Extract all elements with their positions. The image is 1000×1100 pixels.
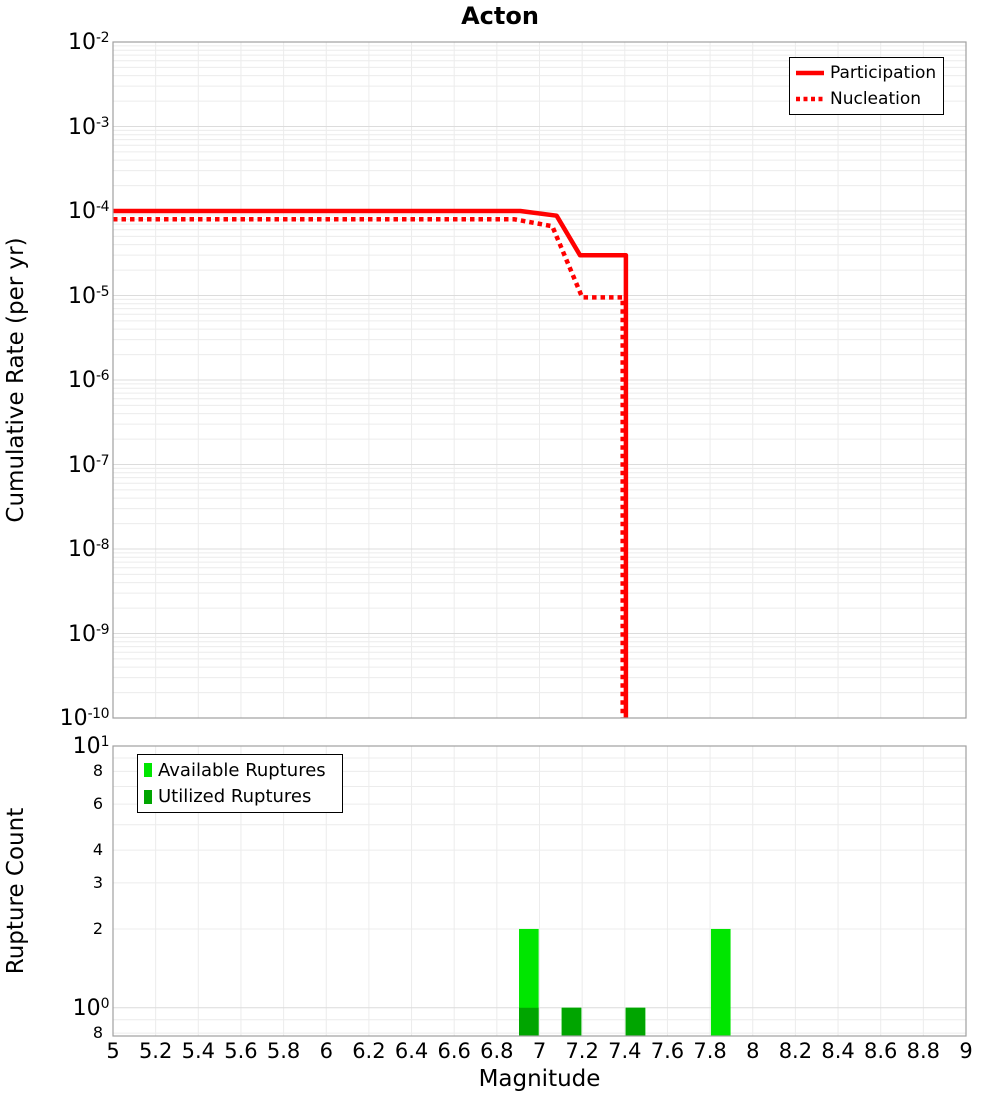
nucleation-line bbox=[113, 216, 625, 718]
bottom-y-tick-label: 100 bbox=[72, 995, 110, 1021]
utilized-ruptures-swatch bbox=[144, 789, 152, 804]
x-tick-label: 6.6 bbox=[437, 1039, 471, 1063]
top-y-axis-title: Cumulative Rate (per yr) bbox=[3, 237, 29, 523]
chart-title: Acton bbox=[461, 2, 539, 30]
top-y-tick-label: 10-8 bbox=[68, 537, 109, 562]
top-y-tick-label: 10-10 bbox=[59, 706, 110, 731]
top-panel-border bbox=[112, 41, 967, 719]
x-tick-label: 7 bbox=[532, 1039, 547, 1063]
legend-ruptures: Available Ruptures Utilized Ruptures bbox=[137, 754, 343, 813]
x-tick-label: 6.2 bbox=[352, 1039, 386, 1063]
participation-line bbox=[113, 208, 629, 718]
rupture-count-bars bbox=[519, 928, 731, 1036]
x-tick-label: 8.8 bbox=[906, 1039, 941, 1063]
x-tick-label: 7.8 bbox=[693, 1039, 727, 1063]
x-tick-label: 8.4 bbox=[821, 1039, 855, 1063]
x-tick-label: 7.2 bbox=[565, 1039, 599, 1063]
x-tick-label: 8.6 bbox=[863, 1039, 898, 1063]
top-y-tick-label: 10-4 bbox=[68, 199, 109, 224]
legend-row-available: Available Ruptures bbox=[143, 757, 337, 784]
bottom-y-tick-label: 101 bbox=[72, 734, 110, 759]
legend-row-nucleation: Nucleation bbox=[795, 86, 938, 112]
legend-row-utilized: Utilized Ruptures bbox=[143, 784, 337, 811]
utilized-ruptures-bar bbox=[519, 1007, 539, 1036]
top-y-tick-label: 10-2 bbox=[68, 30, 109, 55]
bottom-y-axis-title: Rupture Count bbox=[3, 807, 29, 975]
legend-label-participation: Participation bbox=[830, 63, 937, 83]
x-tick-label: 6.8 bbox=[480, 1039, 514, 1063]
utilized-ruptures-bar bbox=[561, 1007, 582, 1036]
top-y-tick-label: 10-5 bbox=[68, 283, 109, 309]
x-tick-label: 8 bbox=[746, 1039, 760, 1063]
bottom-y-tick-label: 8 bbox=[92, 1023, 103, 1043]
legend-label-nucleation: Nucleation bbox=[830, 89, 922, 109]
available-ruptures-bar bbox=[710, 928, 731, 1036]
x-tick-label: 6 bbox=[319, 1039, 333, 1063]
legend-row-participation: Participation bbox=[795, 60, 938, 86]
bottom-y-tick-label: 4 bbox=[92, 840, 103, 860]
x-tick-label: 7.4 bbox=[608, 1039, 642, 1063]
bottom-panel-vertical-gridlines bbox=[155, 746, 924, 1036]
bottom-y-tick-label: 6 bbox=[92, 794, 103, 814]
bottom-panel-border bbox=[112, 745, 967, 1037]
x-tick-label: 6.4 bbox=[394, 1039, 429, 1063]
nucleation-line-swatch bbox=[796, 96, 824, 102]
x-tick-label: 7.6 bbox=[650, 1039, 685, 1063]
legend-label-utilized: Utilized Ruptures bbox=[158, 786, 312, 808]
legend-rate: Participation Nucleation bbox=[789, 57, 944, 115]
x-tick-label: 5.8 bbox=[266, 1039, 301, 1063]
x-tick-label: 9 bbox=[959, 1039, 973, 1063]
bottom-y-tick-label: 2 bbox=[92, 918, 103, 938]
top-y-tick-label: 10-3 bbox=[68, 114, 109, 140]
x-tick-label: 5.4 bbox=[181, 1039, 215, 1063]
top-y-tick-label: 10-9 bbox=[68, 621, 109, 647]
x-tick-label: 5.2 bbox=[138, 1039, 173, 1063]
x-tick-label: 5 bbox=[106, 1039, 120, 1063]
bottom-y-tick-label: 3 bbox=[92, 872, 103, 892]
participation-line-swatch bbox=[796, 70, 824, 76]
utilized-ruptures-bar bbox=[625, 1007, 646, 1036]
bottom-y-tick-label: 8 bbox=[92, 761, 103, 781]
x-axis-title: Magnitude bbox=[478, 1066, 601, 1092]
top-y-tick-label: 10-7 bbox=[68, 452, 109, 478]
x-tick-label: 5.6 bbox=[224, 1039, 258, 1063]
top-y-tick-label: 10-6 bbox=[68, 368, 109, 393]
legend-label-available: Available Ruptures bbox=[158, 759, 326, 781]
available-ruptures-swatch bbox=[144, 763, 152, 778]
x-tick-label: 8.2 bbox=[778, 1039, 813, 1063]
